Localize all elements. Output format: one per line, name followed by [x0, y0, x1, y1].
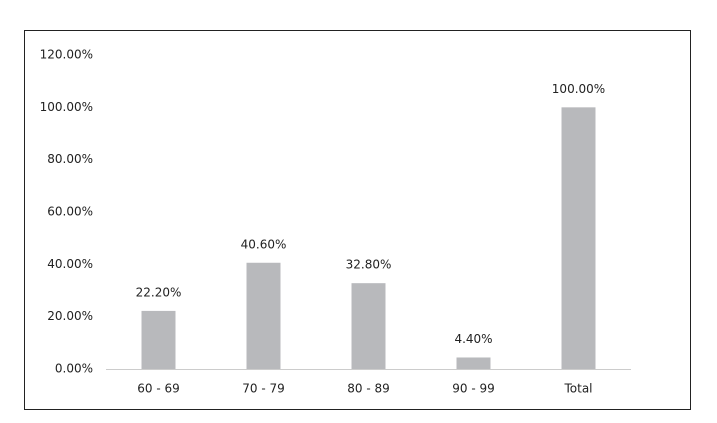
x-tick-label: 80 - 89 [347, 382, 390, 396]
data-label: 100.00% [552, 82, 605, 96]
bar [141, 310, 176, 369]
y-tick-label: 0.00% [55, 362, 93, 376]
y-tick-label: 60.00% [47, 205, 93, 219]
x-tick-label: 70 - 79 [242, 382, 285, 396]
x-tick-label: 90 - 99 [452, 382, 495, 396]
bar [246, 262, 281, 369]
data-label: 4.40% [454, 332, 492, 346]
x-tick-label: 60 - 69 [137, 382, 180, 396]
x-tick-label: Total [563, 382, 592, 396]
bar [456, 357, 491, 369]
data-label: 32.80% [346, 258, 392, 272]
data-label: 22.20% [136, 285, 182, 299]
y-tick-label: 40.00% [47, 257, 93, 271]
bar [561, 107, 596, 369]
y-tick-label: 80.00% [47, 152, 93, 166]
data-label: 40.60% [241, 237, 287, 251]
bar [351, 283, 386, 369]
y-tick-label: 120.00% [40, 48, 93, 62]
y-tick-label: 20.00% [47, 309, 93, 323]
y-tick-label: 100.00% [40, 100, 93, 114]
